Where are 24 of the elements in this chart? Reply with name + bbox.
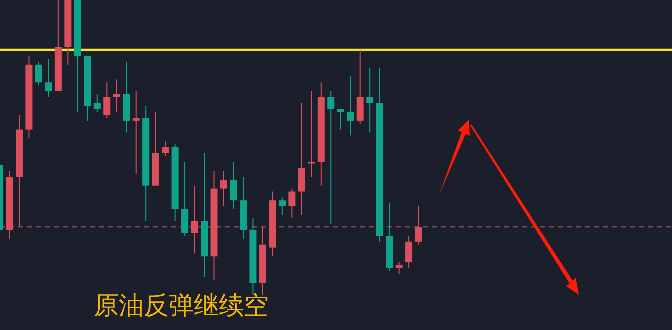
candlestick [113, 79, 120, 113]
candlestick [415, 206, 422, 246]
candlestick [35, 61, 42, 86]
candlestick [328, 90, 335, 225]
candlestick [94, 94, 101, 113]
candlestick [356, 50, 364, 124]
candlestick [230, 162, 238, 210]
candlestick [104, 82, 111, 118]
annotation: 原油反弹继续空 [94, 291, 269, 320]
candlestick [288, 188, 296, 219]
candlestick [337, 108, 344, 130]
candlestick [191, 185, 198, 254]
candlestick [220, 170, 228, 207]
candlestick [278, 197, 286, 216]
candlestick [406, 236, 413, 269]
candlestick [132, 90, 140, 175]
candlestick [366, 67, 374, 134]
candlestick [396, 262, 403, 275]
candlestick [298, 102, 306, 216]
candlestick [182, 162, 189, 236]
candlestick [347, 76, 354, 136]
candlestick [308, 90, 316, 178]
candlestick [162, 141, 170, 157]
candlestick [45, 58, 52, 98]
